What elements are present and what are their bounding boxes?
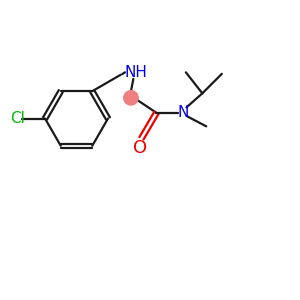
Text: NH: NH — [125, 65, 148, 80]
Circle shape — [124, 91, 138, 105]
Text: O: O — [133, 139, 147, 157]
Text: Cl: Cl — [10, 111, 25, 126]
Text: N: N — [177, 105, 188, 120]
